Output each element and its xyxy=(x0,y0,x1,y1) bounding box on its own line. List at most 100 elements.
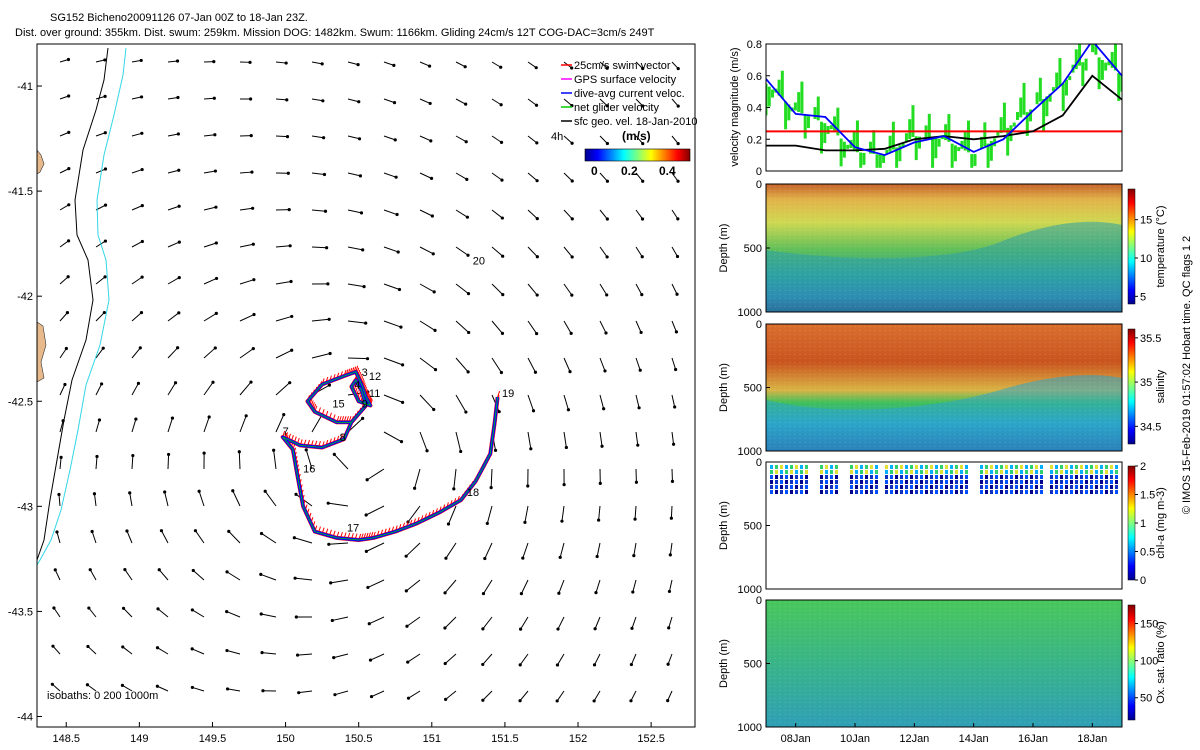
velocity-arrow-head xyxy=(67,167,71,171)
chla-sample xyxy=(1060,475,1063,479)
chla-sample xyxy=(820,485,823,489)
chla-sample xyxy=(1050,475,1053,479)
velocity-arrow-head xyxy=(535,293,539,297)
velocity-arrow-head xyxy=(322,172,327,177)
geo-velocity-field xyxy=(50,57,680,703)
chla-sample xyxy=(1005,480,1008,484)
speed-colorbar xyxy=(584,148,691,162)
velocity-arrow-head xyxy=(641,141,645,146)
chla-sample xyxy=(1040,485,1043,489)
velocity-arrow xyxy=(455,357,469,373)
velocity-arrow-head xyxy=(399,325,403,329)
velocity-arrow xyxy=(131,455,134,470)
chla-sample xyxy=(920,490,923,494)
velocity-arrow xyxy=(239,415,247,433)
velocity-arrow-head xyxy=(139,58,143,63)
velocity-arrow xyxy=(563,431,567,448)
velocity-arrow-head xyxy=(139,95,144,99)
chla-sample xyxy=(900,485,903,489)
section-ytick-label: 500 xyxy=(744,659,762,671)
velocity-arrow-head xyxy=(290,348,294,352)
chla-sample xyxy=(910,470,913,474)
velocity-arrow-head xyxy=(252,312,256,317)
velocity-arrow xyxy=(527,357,536,373)
velocity-arrow-head xyxy=(357,137,362,141)
velocity-arrow-head xyxy=(176,95,180,100)
velocity-arrow-head xyxy=(569,331,573,335)
chla-sample xyxy=(1060,485,1063,489)
chla-sample xyxy=(1105,480,1108,484)
velocity-arrow xyxy=(491,61,501,68)
velocity-arrow-head xyxy=(364,321,368,325)
chla-sample xyxy=(920,470,923,474)
velocity-arrow xyxy=(311,98,323,102)
map-ytick-label: -44 xyxy=(17,711,33,723)
chla-sample xyxy=(940,480,943,484)
velocity-arrow-head xyxy=(405,624,409,628)
map-x-axis: 148.5 149 149.5 150 150.5 151 151.5 152 152.5 xyxy=(52,722,665,745)
chla-sample xyxy=(875,475,878,479)
velocity-arrow-head xyxy=(358,174,363,178)
velocity-arrow-head xyxy=(518,699,522,703)
map-ytick-label: -43.5 xyxy=(8,606,33,618)
chla-sample xyxy=(780,475,783,479)
chla-sample xyxy=(890,470,893,474)
velocity-arrow-head xyxy=(362,285,366,289)
map-xtick-label: 148.5 xyxy=(52,733,80,745)
chla-sample xyxy=(990,490,993,494)
velocity-arrow xyxy=(157,685,169,692)
velocity-arrow xyxy=(669,542,673,555)
velocity-arrow-head xyxy=(605,104,609,108)
chla-sample xyxy=(1095,480,1098,484)
chla-sample xyxy=(885,485,888,489)
velocity-arrow xyxy=(239,348,254,359)
velocity-arrow xyxy=(275,315,292,322)
chla-sample xyxy=(865,475,868,479)
velocity-arrow-head xyxy=(570,66,574,70)
velocity-arrow xyxy=(347,357,368,360)
velocity-arrow xyxy=(491,320,503,334)
time-tick-label: 12Jan xyxy=(899,733,929,745)
chla-sample xyxy=(930,475,933,479)
velocity-arrow-head xyxy=(176,346,180,350)
velocity-arrow-head xyxy=(535,255,539,259)
velocity-arrow-head xyxy=(393,138,397,142)
chla-sample xyxy=(995,475,998,479)
velocity-ylabel: velocity magnitude (m/s) xyxy=(729,47,741,166)
velocity-arrow xyxy=(594,616,601,629)
velocity-arrow-head xyxy=(292,536,296,540)
velocity-arrow xyxy=(311,246,327,249)
velocity-arrow xyxy=(630,653,637,665)
chla-sample xyxy=(1060,465,1063,469)
velocity-arrow xyxy=(311,135,324,139)
velocity-arrow-head xyxy=(290,314,294,319)
chla-sample xyxy=(945,465,948,469)
chla-sample xyxy=(910,480,913,484)
chla-sample xyxy=(820,470,823,474)
chla-sample xyxy=(820,490,823,494)
chla-sample xyxy=(965,465,968,469)
chla-sample xyxy=(900,480,903,484)
velocity-arrow-head xyxy=(287,208,291,212)
velocity-arrow xyxy=(632,579,637,593)
velocity-arrow xyxy=(366,468,385,481)
chla-sample xyxy=(1075,475,1078,479)
velocity-arrow-head xyxy=(66,275,70,279)
velocity-arrow-head xyxy=(140,239,144,244)
map-xtick-label: 150.5 xyxy=(345,733,373,745)
velocity-arrow xyxy=(635,357,641,371)
chla-sample xyxy=(1010,470,1013,474)
chla-sample xyxy=(1080,485,1083,489)
velocity-arrow-head xyxy=(177,204,181,208)
velocity-arrow xyxy=(599,98,608,107)
velocity-arrow xyxy=(158,569,169,581)
velocity-arrow-head xyxy=(136,381,141,385)
velocity-arrow xyxy=(369,616,385,625)
velocity-arrow-head xyxy=(641,179,645,183)
velocity-arrow-head xyxy=(263,489,267,493)
chla-sample xyxy=(935,480,938,484)
chla-sample xyxy=(985,465,988,469)
velocity-arrow xyxy=(563,394,569,410)
chla-sample xyxy=(1080,480,1083,484)
chla-sample xyxy=(1085,480,1088,484)
